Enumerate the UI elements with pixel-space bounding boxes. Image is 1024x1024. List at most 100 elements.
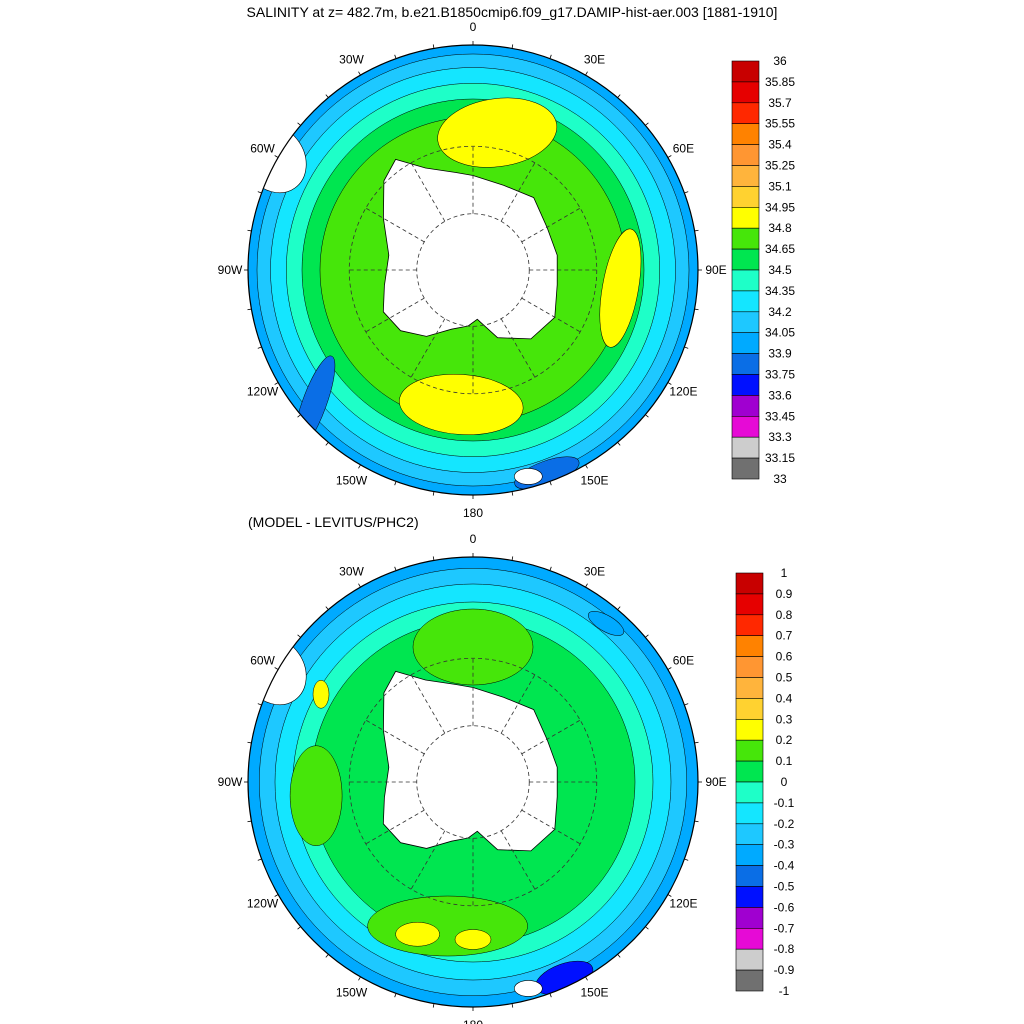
top-tick-50	[645, 122, 649, 126]
bottom-colorbar-label: 0.8	[776, 608, 793, 622]
top-tick-290	[257, 191, 262, 194]
bottom-longitude-label: 120W	[247, 897, 279, 911]
top-colorbar-color-box	[731, 81, 760, 104]
top-colorbar-color-box	[731, 186, 760, 208]
top-colorbar-label: 34.2	[768, 305, 792, 319]
top-contour-patch-0	[437, 97, 558, 168]
bottom-colorbar-label: 0	[781, 775, 788, 789]
bottom-tick-140	[617, 954, 621, 958]
top-colorbar-color-box	[731, 415, 760, 438]
bottom-longitude-label: 120E	[669, 897, 697, 911]
bottom-colorbar-label: -0.1	[774, 796, 795, 810]
top-colorbar-label: 35.7	[768, 96, 792, 110]
bottom-longitude-label: 90E	[705, 775, 726, 789]
top-colorbar-color-box	[731, 60, 760, 83]
bottom-colorbar-label: -0.9	[774, 963, 795, 977]
bottom-colorbar-label: 0.4	[776, 691, 793, 705]
bottom-colorbar-label: -0.6	[774, 900, 795, 914]
bottom-tick-40	[617, 606, 621, 610]
top-colorbar-label: 35.85	[765, 75, 795, 89]
top-colorbar-color-box	[731, 290, 760, 313]
bottom-meridian-30	[500, 674, 536, 734]
bottom-colorbar-label: 0.3	[776, 712, 793, 726]
top-longitude-label: 180	[463, 506, 483, 520]
top-colorbar-label: 36	[773, 54, 787, 68]
bottom-tick-310	[297, 634, 301, 638]
bottom-colorbar-label: -0.8	[774, 942, 795, 956]
bottom-colorbar-color-box	[735, 886, 764, 908]
bottom-tick-330	[358, 583, 361, 588]
bottom-colorbar-label: -0.7	[774, 921, 795, 935]
top-colorbar-color-box	[731, 123, 760, 145]
top-tick-350	[432, 44, 435, 49]
bottom-tick-80	[694, 741, 699, 744]
top-longitude-label: 120W	[247, 385, 279, 399]
top-tick-200	[394, 481, 397, 486]
top-longitude-label: 90E	[705, 263, 726, 277]
top-longitude-label: 150E	[580, 473, 608, 487]
bottom-contour-patch-0	[412, 608, 534, 686]
top-contour-patch-1	[399, 373, 524, 435]
salinity-difference-map: 0 30E 60E 90E 120E 150E 180 150W 120W 90W 60W 30W	[218, 532, 727, 1024]
top-longitude-label: 60W	[250, 142, 275, 156]
top-meridian-300	[365, 207, 425, 243]
bottom-colorbar-label: 0.9	[776, 587, 793, 601]
bottom-meridian-210	[410, 830, 446, 890]
top-meridian-210	[410, 318, 446, 378]
top-colorbar-color-box	[731, 353, 760, 375]
difference-subtitle: (MODEL - LEVITUS/PHC2)	[248, 514, 419, 530]
bottom-colorbar-label: -0.2	[774, 817, 795, 831]
top-latitude-line-1	[348, 145, 598, 395]
top-colorbar-color-box	[731, 227, 760, 250]
salinity-colorbar: 36 35.85 35.7 35.55 35.4 35.25 35.1 34.95 34.8 34…	[731, 54, 795, 486]
bottom-colorbar-label: -0.3	[774, 838, 795, 852]
top-tick-210	[358, 464, 361, 469]
bottom-tick-120	[667, 894, 672, 897]
top-meridian-30	[500, 162, 536, 222]
top-colorbar-color-box	[731, 436, 760, 459]
bottom-tick-100	[694, 820, 699, 823]
bottom-colorbar-color-box	[735, 927, 764, 950]
top-longitude-label: 0	[470, 20, 477, 34]
top-colorbar-label: 34.05	[765, 326, 795, 340]
top-tick-70	[684, 191, 689, 194]
top-meridian-150	[500, 318, 536, 378]
bottom-colorbar-color-box	[735, 572, 764, 595]
bottom-tick-170	[511, 1003, 514, 1008]
bottom-colorbar-label: 0.6	[776, 650, 793, 664]
bottom-colorbar-label: 1	[781, 566, 788, 580]
bottom-meridian-120	[521, 809, 581, 845]
top-colorbar-color-box	[731, 395, 760, 417]
bottom-meridian-60	[521, 719, 581, 755]
top-tick-160	[549, 481, 552, 486]
top-tick-330	[358, 71, 361, 76]
difference-colorbar: 1 0.9 0.8 0.7 0.6 0.5 0.4 0.3 0.2 0.1 0 -0.1 -0.2 -0.…	[735, 566, 795, 998]
top-tick-310	[297, 122, 301, 126]
top-tick-110	[684, 346, 689, 349]
bottom-tick-340	[394, 566, 397, 571]
bottom-latitude-line-1	[348, 657, 598, 907]
top-colorbar-label: 35.25	[765, 159, 795, 173]
top-longitude-label: 120E	[669, 385, 697, 399]
top-tick-120	[667, 382, 672, 385]
top-colorbar-color-box	[731, 248, 760, 271]
bottom-colorbar-color-box	[735, 948, 764, 971]
bottom-colorbar-color-box	[735, 593, 764, 616]
bottom-new-zealand-land	[514, 980, 543, 997]
bottom-tick-60	[667, 667, 672, 670]
top-colorbar-label: 33.75	[765, 368, 795, 382]
top-antarctica-landmass	[382, 158, 558, 340]
top-colorbar-label: 33.9	[768, 347, 792, 361]
bottom-colorbar-color-box	[735, 656, 764, 678]
bottom-longitude-label: 60W	[250, 654, 275, 668]
top-longitude-label: 30E	[584, 53, 605, 67]
top-tick-170	[511, 491, 514, 496]
bottom-longitude-label: 0	[470, 532, 477, 546]
top-colorbar-label: 33.3	[768, 430, 792, 444]
top-colorbar-label: 35.1	[768, 179, 792, 193]
bottom-colorbar-color-box	[735, 760, 764, 783]
top-tick-10	[511, 44, 514, 49]
top-tick-150	[585, 464, 588, 469]
top-colorbar-label: 33.45	[765, 409, 795, 423]
bottom-longitude-label: 90W	[218, 775, 243, 789]
